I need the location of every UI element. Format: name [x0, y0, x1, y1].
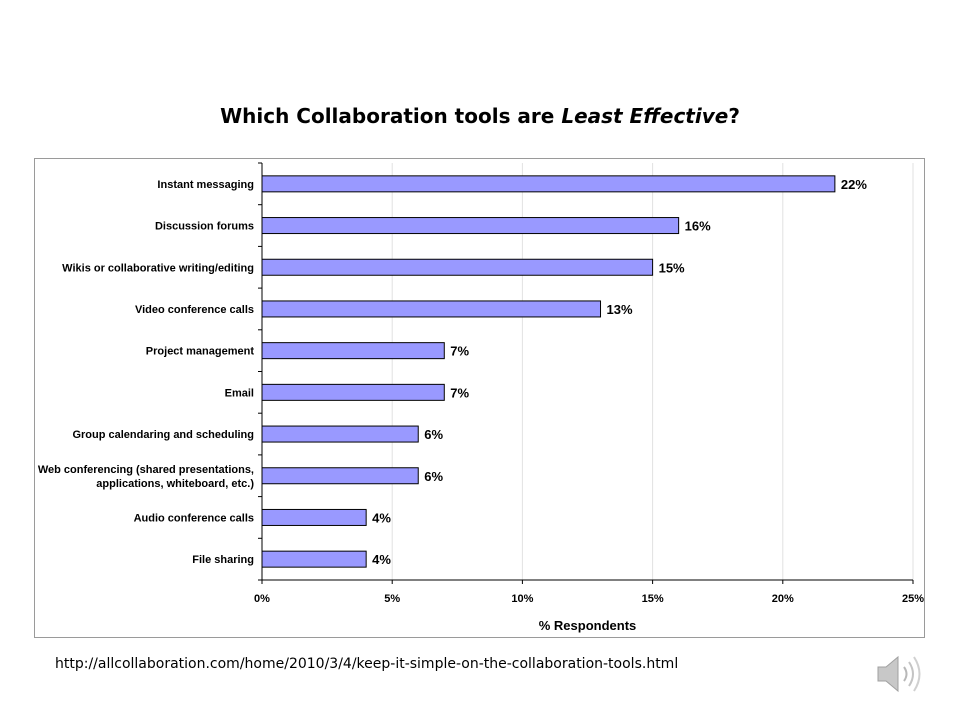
category-label: Wikis or collaborative writing/editing — [62, 262, 254, 274]
category-label: File sharing — [192, 554, 254, 566]
bar — [261, 175, 836, 193]
title-suffix: ? — [728, 104, 740, 128]
x-tick-label: 10% — [511, 593, 533, 605]
bar — [261, 383, 445, 401]
bar — [261, 300, 602, 318]
data-label: 22% — [841, 177, 867, 192]
data-label: 13% — [607, 302, 633, 317]
data-label: 15% — [659, 260, 685, 275]
category-label: Email — [225, 387, 254, 399]
data-label: 4% — [372, 510, 391, 525]
category-label: Instant messaging — [157, 179, 254, 191]
x-tick-label: 20% — [772, 593, 794, 605]
data-label: 4% — [372, 552, 391, 567]
bar — [261, 217, 680, 235]
x-tick-label: 15% — [642, 593, 664, 605]
bar — [261, 425, 419, 443]
bar — [261, 467, 419, 485]
chart-title: Which Collaboration tools are Least Effe… — [0, 104, 960, 128]
bar — [261, 508, 367, 526]
bar — [261, 550, 367, 568]
data-label: 16% — [685, 219, 711, 234]
title-emphasis: Least Effective — [561, 104, 729, 128]
category-label: Group calendaring and scheduling — [72, 429, 254, 441]
x-tick-label: 0% — [254, 593, 270, 605]
category-label: Discussion forums — [155, 221, 254, 233]
chart-frame: 0% 5% 10% 15% 20% 25% % Respondents Instant mes… — [34, 158, 925, 638]
category-label: Video conference calls — [135, 304, 254, 316]
bar-chart: 0% 5% 10% 15% 20% 25% % Respondents Instant mes… — [38, 162, 924, 633]
category-label: Project management — [146, 346, 255, 358]
data-label: 6% — [424, 469, 443, 484]
x-tick-label: 5% — [384, 593, 400, 605]
category-label: Audio conference calls — [134, 512, 254, 524]
bar — [261, 342, 445, 360]
x-tick-label: 25% — [902, 593, 924, 605]
speaker-icon[interactable] — [872, 650, 928, 703]
category-label: Web conferencing (shared presentations, a… — [38, 464, 255, 490]
title-prefix: Which Collaboration tools are — [220, 104, 562, 128]
source-url: http://allcollaboration.com/home/2010/3/… — [55, 656, 679, 672]
data-label: 7% — [450, 344, 469, 359]
data-label: 7% — [450, 385, 469, 400]
x-axis-label: % Respondents — [539, 618, 637, 633]
bar — [261, 258, 654, 276]
data-label: 6% — [424, 427, 443, 442]
